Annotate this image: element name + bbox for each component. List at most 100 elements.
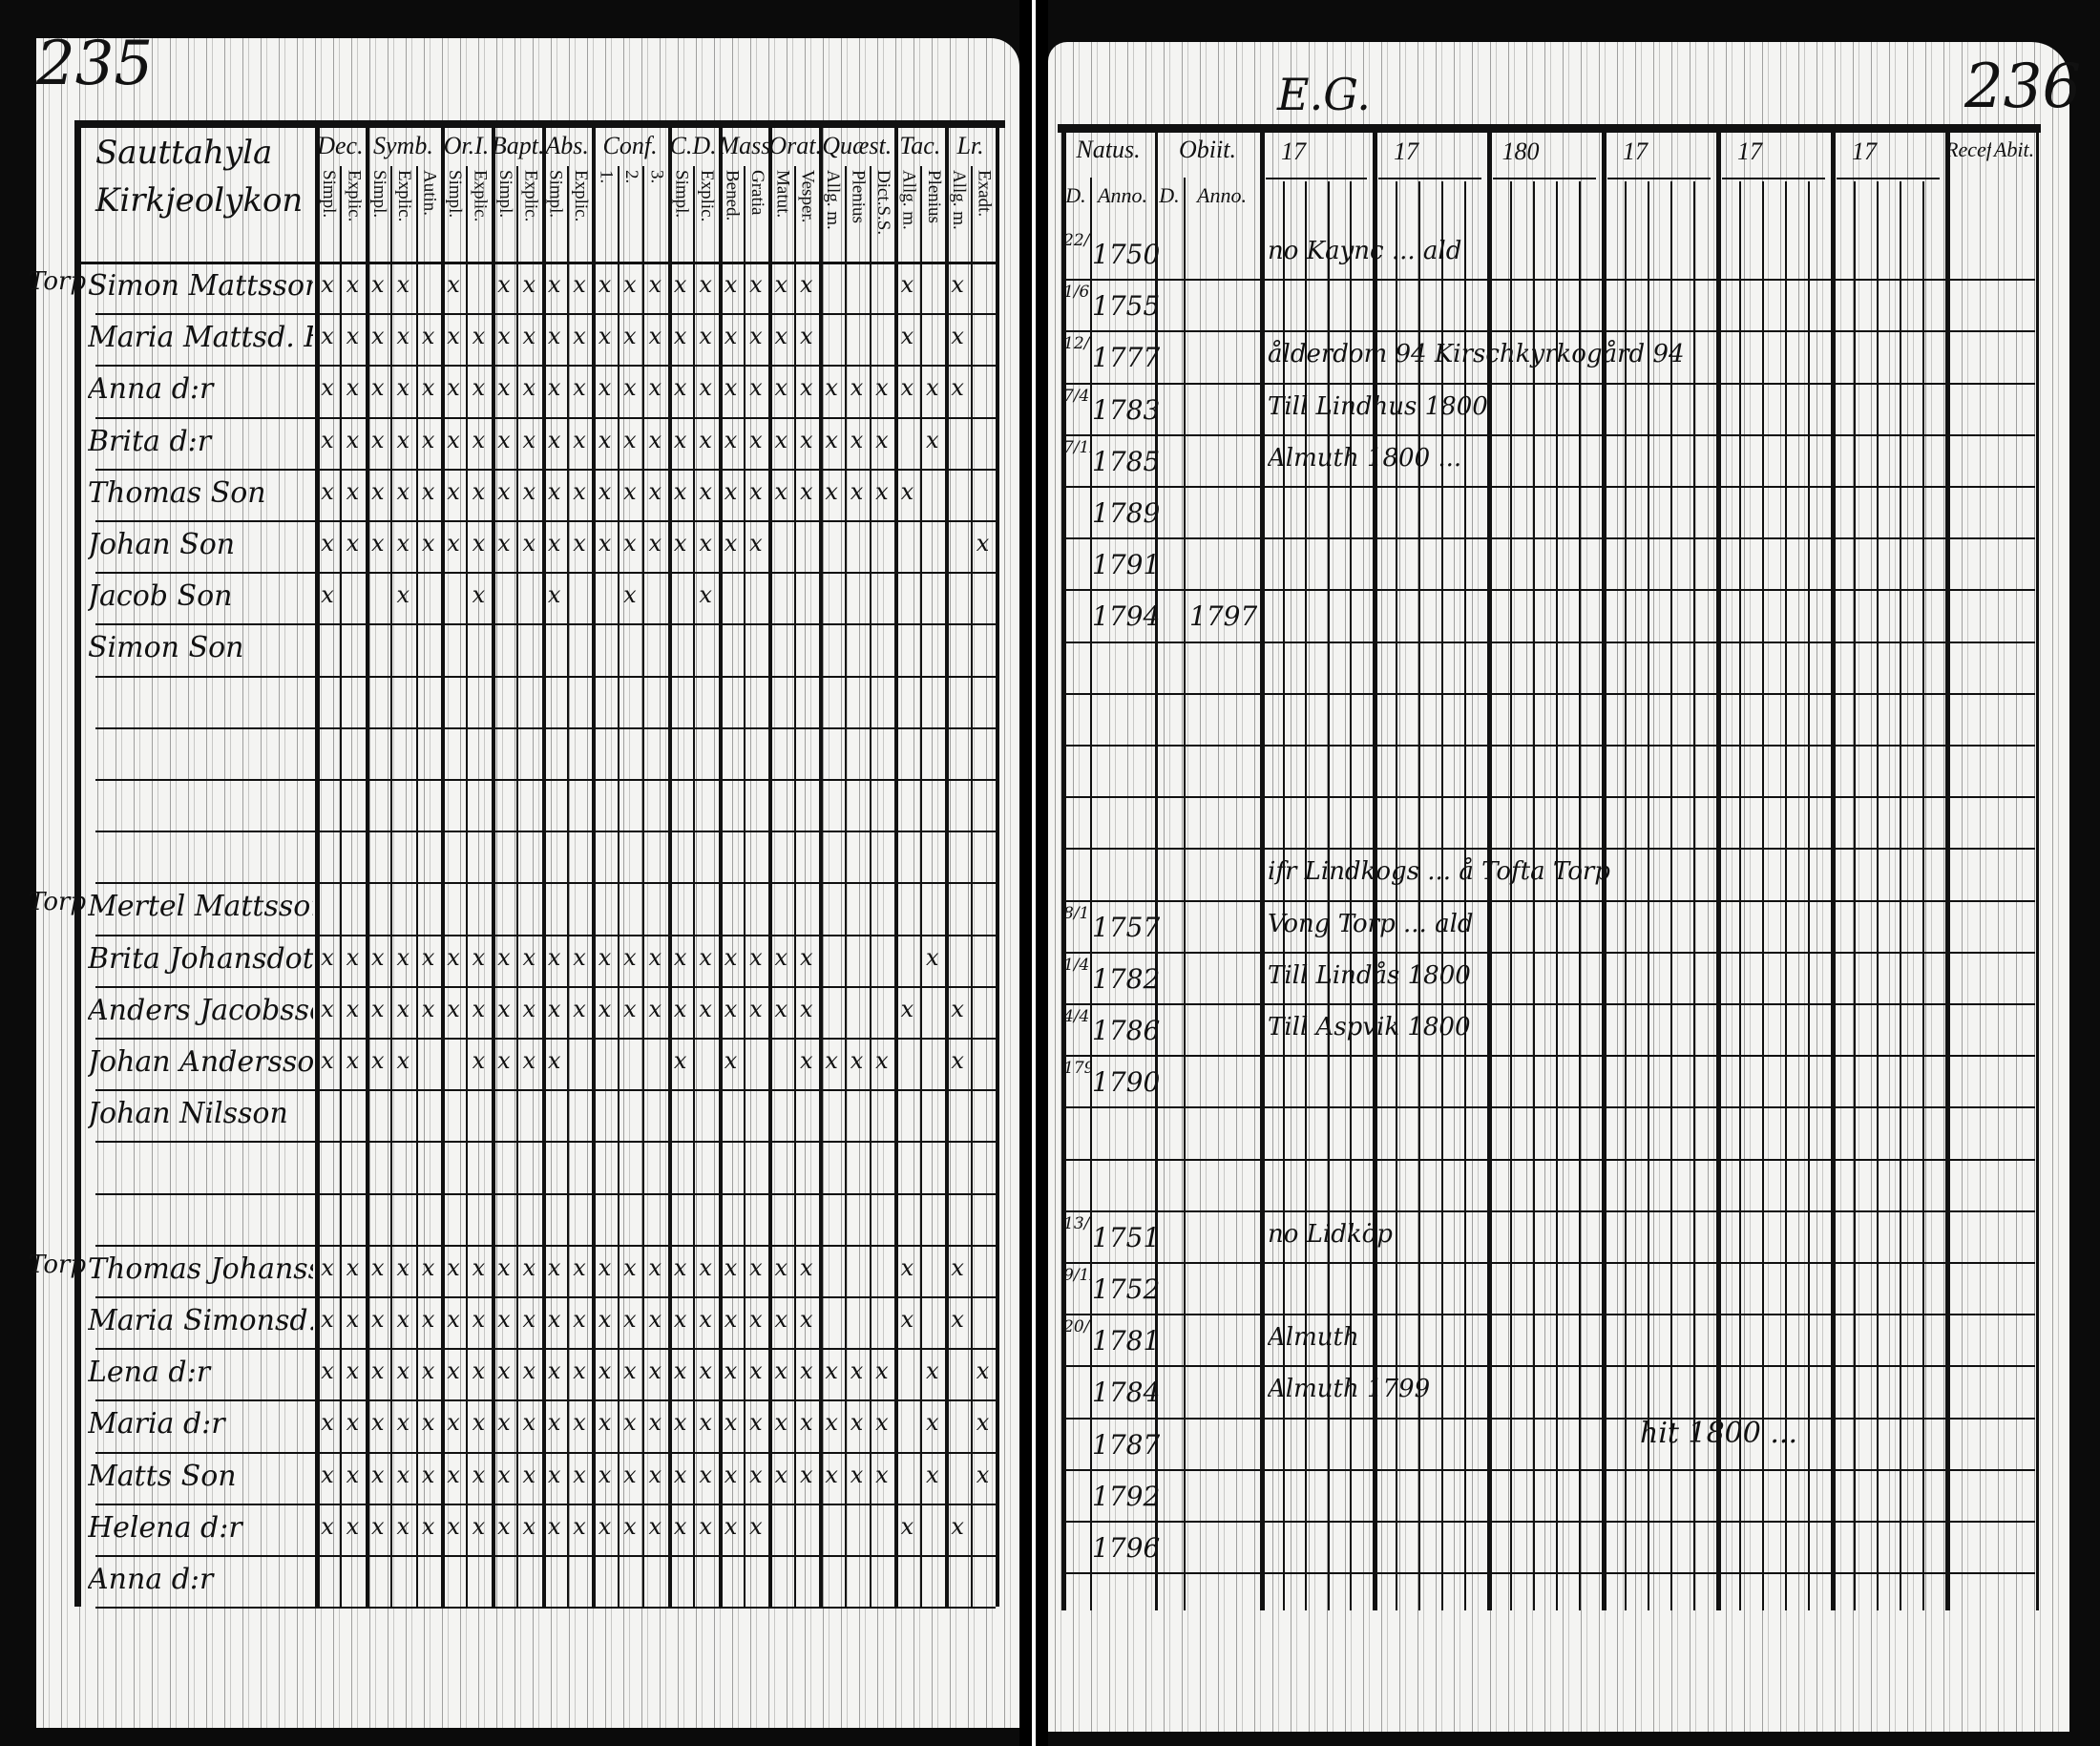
row-rule — [1061, 330, 2035, 333]
sub-column-rule — [1808, 181, 1810, 1611]
row-rule — [95, 1089, 996, 1092]
row-rule — [1061, 1003, 2035, 1005]
catechism-mark: x — [321, 1461, 334, 1488]
column-group-rule — [718, 120, 723, 1608]
table-row: 1/4 1782 Till Lindås 1800 — [1048, 952, 2041, 1003]
table-row: 1791 — [1048, 537, 2041, 589]
catechism-mark: x — [396, 426, 410, 453]
birth-day: 1792 — [1063, 1059, 1092, 1079]
person-name: Helena d:r — [88, 1510, 242, 1545]
table-row: Brita d:r x x x x x x x x x x x x x x x x x x x x x x x x — [36, 417, 996, 469]
catechism-mark: x — [447, 271, 460, 298]
catechism-mark: x — [573, 1357, 586, 1385]
catechism-mark: x — [673, 995, 687, 1022]
catechism-mark: x — [573, 995, 586, 1022]
birth-year: 1783 — [1092, 393, 1161, 426]
column-sub-header: 1. — [596, 170, 617, 184]
row-rule — [1061, 1055, 2035, 1058]
sub-column-rule — [1785, 181, 1787, 1611]
catechism-mark: x — [522, 426, 536, 453]
catechism-mark: x — [799, 995, 813, 1022]
column-sub-header: Autin. — [419, 170, 440, 217]
person-name: Maria d:r — [88, 1407, 225, 1441]
catechism-mark: x — [799, 323, 813, 350]
table-row — [36, 676, 996, 727]
column-group-header: Or.I. — [443, 132, 490, 159]
catechism-mark: x — [396, 995, 410, 1022]
catechism-mark: x — [900, 1253, 914, 1281]
table-row: Maria d:r x x x x x x x x x x x x x x x x x x x x x x x x x — [36, 1399, 996, 1451]
row-rule — [95, 313, 996, 316]
catechism-mark: x — [497, 323, 511, 350]
catechism-mark: x — [497, 1409, 511, 1437]
catechism-mark: x — [598, 1306, 612, 1333]
sub-column-rule — [1648, 181, 1649, 1611]
catechism-mark: x — [346, 271, 360, 298]
catechism-mark: x — [749, 530, 763, 557]
table-row: 20/71781 Almuth — [1048, 1314, 2041, 1365]
birth-day: 1/6 — [1063, 283, 1090, 303]
catechism-mark: x — [623, 1306, 637, 1333]
catechism-mark: x — [724, 995, 738, 1022]
column-rule — [1155, 124, 1158, 1611]
catechism-mark: x — [699, 1461, 712, 1488]
row-rule — [1061, 1314, 2035, 1316]
year-header-rule — [1607, 178, 1711, 179]
column-sub-header: Simpl. — [319, 170, 339, 219]
catechism-mark: x — [749, 477, 763, 505]
catechism-mark: x — [598, 271, 612, 298]
catechism-mark: x — [875, 1357, 889, 1385]
sub-column-rule — [1625, 181, 1627, 1611]
column-group-header: Mass. — [718, 132, 769, 159]
table-row — [1048, 796, 2041, 848]
catechism-mark: x — [346, 1047, 360, 1074]
person-name: Thomas Johansson — [88, 1252, 313, 1286]
catechism-mark: x — [673, 1306, 687, 1333]
catechism-mark: x — [699, 530, 712, 557]
row-rule — [95, 882, 996, 885]
column-group-header: Bapt. — [491, 132, 542, 159]
table-row — [36, 831, 996, 882]
catechism-mark: x — [598, 995, 612, 1022]
row-rule — [1061, 1210, 2035, 1212]
catechism-mark: x — [724, 323, 738, 350]
year-header-rule — [1266, 178, 1367, 179]
row-rule — [95, 831, 996, 833]
year-column-header: 17 — [1394, 137, 1418, 165]
catechism-mark: x — [875, 477, 889, 505]
column-sub-rule — [793, 166, 796, 1608]
catechism-mark: x — [673, 1409, 687, 1437]
row-rule — [1061, 1417, 2035, 1420]
catechism-mark: x — [774, 1461, 788, 1488]
catechism-mark: x — [951, 1306, 964, 1333]
sub-column-rule — [1556, 181, 1558, 1611]
column-sub-header: Allg. m. — [898, 170, 919, 230]
row-rule — [1061, 899, 2035, 902]
catechism-mark: x — [598, 1253, 612, 1281]
table-row — [1048, 642, 2041, 693]
person-name: Maria Mattsd. Hustru — [88, 321, 313, 355]
page-number-left: 235 — [36, 29, 154, 99]
catechism-mark: x — [371, 477, 385, 505]
catechism-mark: x — [472, 1047, 486, 1074]
catechism-mark: x — [799, 477, 813, 505]
catechism-mark: x — [547, 1253, 561, 1281]
catechism-mark: x — [522, 1306, 536, 1333]
birth-year: 1751 — [1092, 1221, 1161, 1253]
catechism-mark: x — [396, 374, 410, 402]
column-sub-header: Matut. — [772, 170, 793, 219]
catechism-mark: x — [850, 477, 864, 505]
table-top-rule — [74, 120, 1005, 128]
remark-note: Almuth — [1268, 1323, 1359, 1353]
catechism-mark: x — [648, 323, 662, 350]
sub-column-rule — [1305, 181, 1308, 1611]
catechism-mark: x — [976, 1461, 990, 1488]
column-sub-rule — [390, 166, 393, 1608]
row-rule — [1061, 433, 2035, 436]
catechism-mark: x — [799, 374, 813, 402]
catechism-mark: x — [472, 374, 486, 402]
column-sub-rule — [466, 166, 469, 1608]
remark-note: no Kaync ... ald — [1268, 237, 1462, 265]
catechism-mark: x — [371, 530, 385, 557]
birth-day: 20/7 — [1063, 1317, 1092, 1337]
